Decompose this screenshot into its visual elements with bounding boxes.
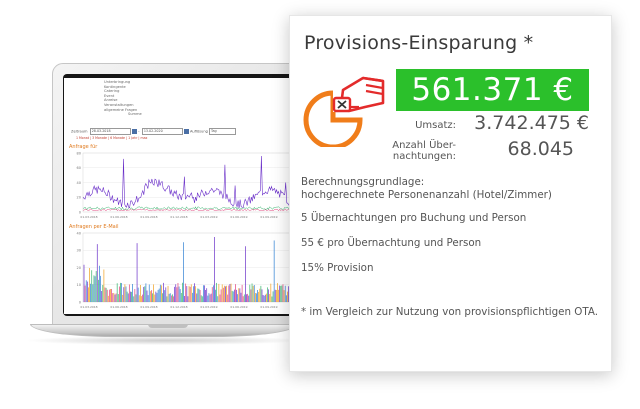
requests-line-chart: 80 60 40 20 001.03.2018 01.06.2018 01.09.2018 0… [77, 151, 308, 219]
chart1-series-pink [82, 208, 306, 212]
chart1-xtick: 01.03.2019 [200, 215, 217, 219]
chart1-ytick: 40 [77, 181, 81, 185]
basis-line: 15% Provision [301, 262, 374, 274]
basis-line: 5 Übernachtungen pro Buchung und Person [301, 212, 527, 224]
menu-item[interactable]: Kontingente [104, 84, 126, 89]
chart1-series-green [82, 206, 306, 211]
calendar-icon[interactable] [131, 129, 137, 134]
chart1-ytick: 0 [79, 210, 81, 214]
basis-line: 55 € pro Übernachtung und Person [301, 237, 482, 249]
chart1-xtick: 01.06.2018 [110, 215, 127, 219]
email-requests-chart: 40 30 20 10 001.03.2018 01.06.2018 01.09.2018 0… [77, 231, 308, 309]
laptop-notch [148, 324, 188, 328]
chart1-ytick: 80 [77, 151, 81, 155]
savings-amount: 561.371 € [396, 69, 589, 111]
date-from-input[interactable]: 28.03.2018 [89, 128, 131, 135]
chart1-xtick: 01.09.2019 [260, 215, 277, 219]
chart2-ytick: 20 [77, 266, 81, 270]
chart2-ytick: 40 [77, 231, 81, 235]
screen-menu: Unterbringung Kontingente Catering Event… [104, 80, 142, 117]
chart1-xtick: 01.03.2018 [80, 215, 97, 219]
menu-item[interactable]: allgemeine Fragen [104, 107, 138, 112]
basis-subheading: hochgerechnete Personenanzahl (Hotel/Zim… [301, 189, 552, 201]
chart1-xtick: 01.12.2018 [170, 215, 187, 219]
umsatz-label: Umsatz: [415, 120, 456, 131]
menu-item[interactable]: Event [104, 93, 115, 98]
laptop-screen: Unterbringung Kontingente Catering Event… [64, 78, 314, 314]
chart1-ytick: 20 [77, 196, 81, 200]
date-to-input[interactable]: 13.02.2020 [141, 128, 183, 135]
date-range-row: Zeitraum 28.03.2018 – 13.02.2020 Auflösu… [71, 128, 237, 135]
chart2-xtick: 01.12.2018 [170, 305, 187, 309]
chart2-title: Anfragen per E-Mail [69, 224, 119, 230]
range-label: Zeitraum [71, 129, 88, 134]
calculation-basis: Berechnungsgrundlage: hochgerechnete Per… [301, 176, 601, 275]
footnote: * im Vergleich zur Nutzung von provision… [301, 306, 599, 318]
chart2-xtick: 01.09.2019 [260, 305, 277, 309]
chart2-ytick: 30 [77, 249, 81, 253]
resolution-select[interactable]: Tag [209, 128, 237, 135]
nights-label: Anzahl Über- nachtungen: [392, 140, 456, 162]
laptop-shadow [28, 336, 300, 345]
menu-item[interactable]: Catering [104, 89, 120, 94]
chart1-xtick: 01.06.2019 [230, 215, 247, 219]
quick-range-links[interactable]: 1 Monat | 3 Monate | 6 Monate | 1 Jahr |… [76, 136, 148, 140]
card-title: Provisions-Einsparung * [304, 32, 534, 54]
chart2-xtick: 01.03.2018 [80, 305, 97, 309]
chart2-xtick: 01.03.2019 [200, 305, 217, 309]
chart2-xtick: 01.09.2018 [140, 305, 157, 309]
chart1-xtick: 01.09.2018 [140, 215, 157, 219]
nights-value: 68.045 [507, 138, 574, 160]
menu-item[interactable]: Summe [128, 112, 142, 117]
chart2-ytick: 10 [77, 283, 81, 287]
basis-heading: Berechnungsgrundlage: [301, 176, 425, 188]
menu-item[interactable]: Veranstaltungen [104, 102, 134, 107]
menu-item[interactable]: Anreise [104, 98, 118, 103]
menu-item[interactable]: Unterbringung [104, 80, 131, 84]
resolution-label: Auflösung [189, 129, 208, 134]
commission-savings-icon [303, 76, 385, 147]
chart1-ytick: 60 [77, 166, 81, 170]
chart1-series-purple [82, 155, 306, 209]
chart2-xtick: 01.06.2018 [110, 305, 127, 309]
umsatz-value: 3.742.475 € [474, 112, 589, 134]
savings-card: Provisions-Einsparung * 561.371 € Umsatz… [289, 15, 612, 372]
chart2-ytick: 0 [79, 300, 81, 304]
calendar-icon[interactable] [183, 129, 189, 134]
chart2-xtick: 01.06.2019 [230, 305, 247, 309]
chart1-title: Anfrage für [69, 144, 98, 150]
